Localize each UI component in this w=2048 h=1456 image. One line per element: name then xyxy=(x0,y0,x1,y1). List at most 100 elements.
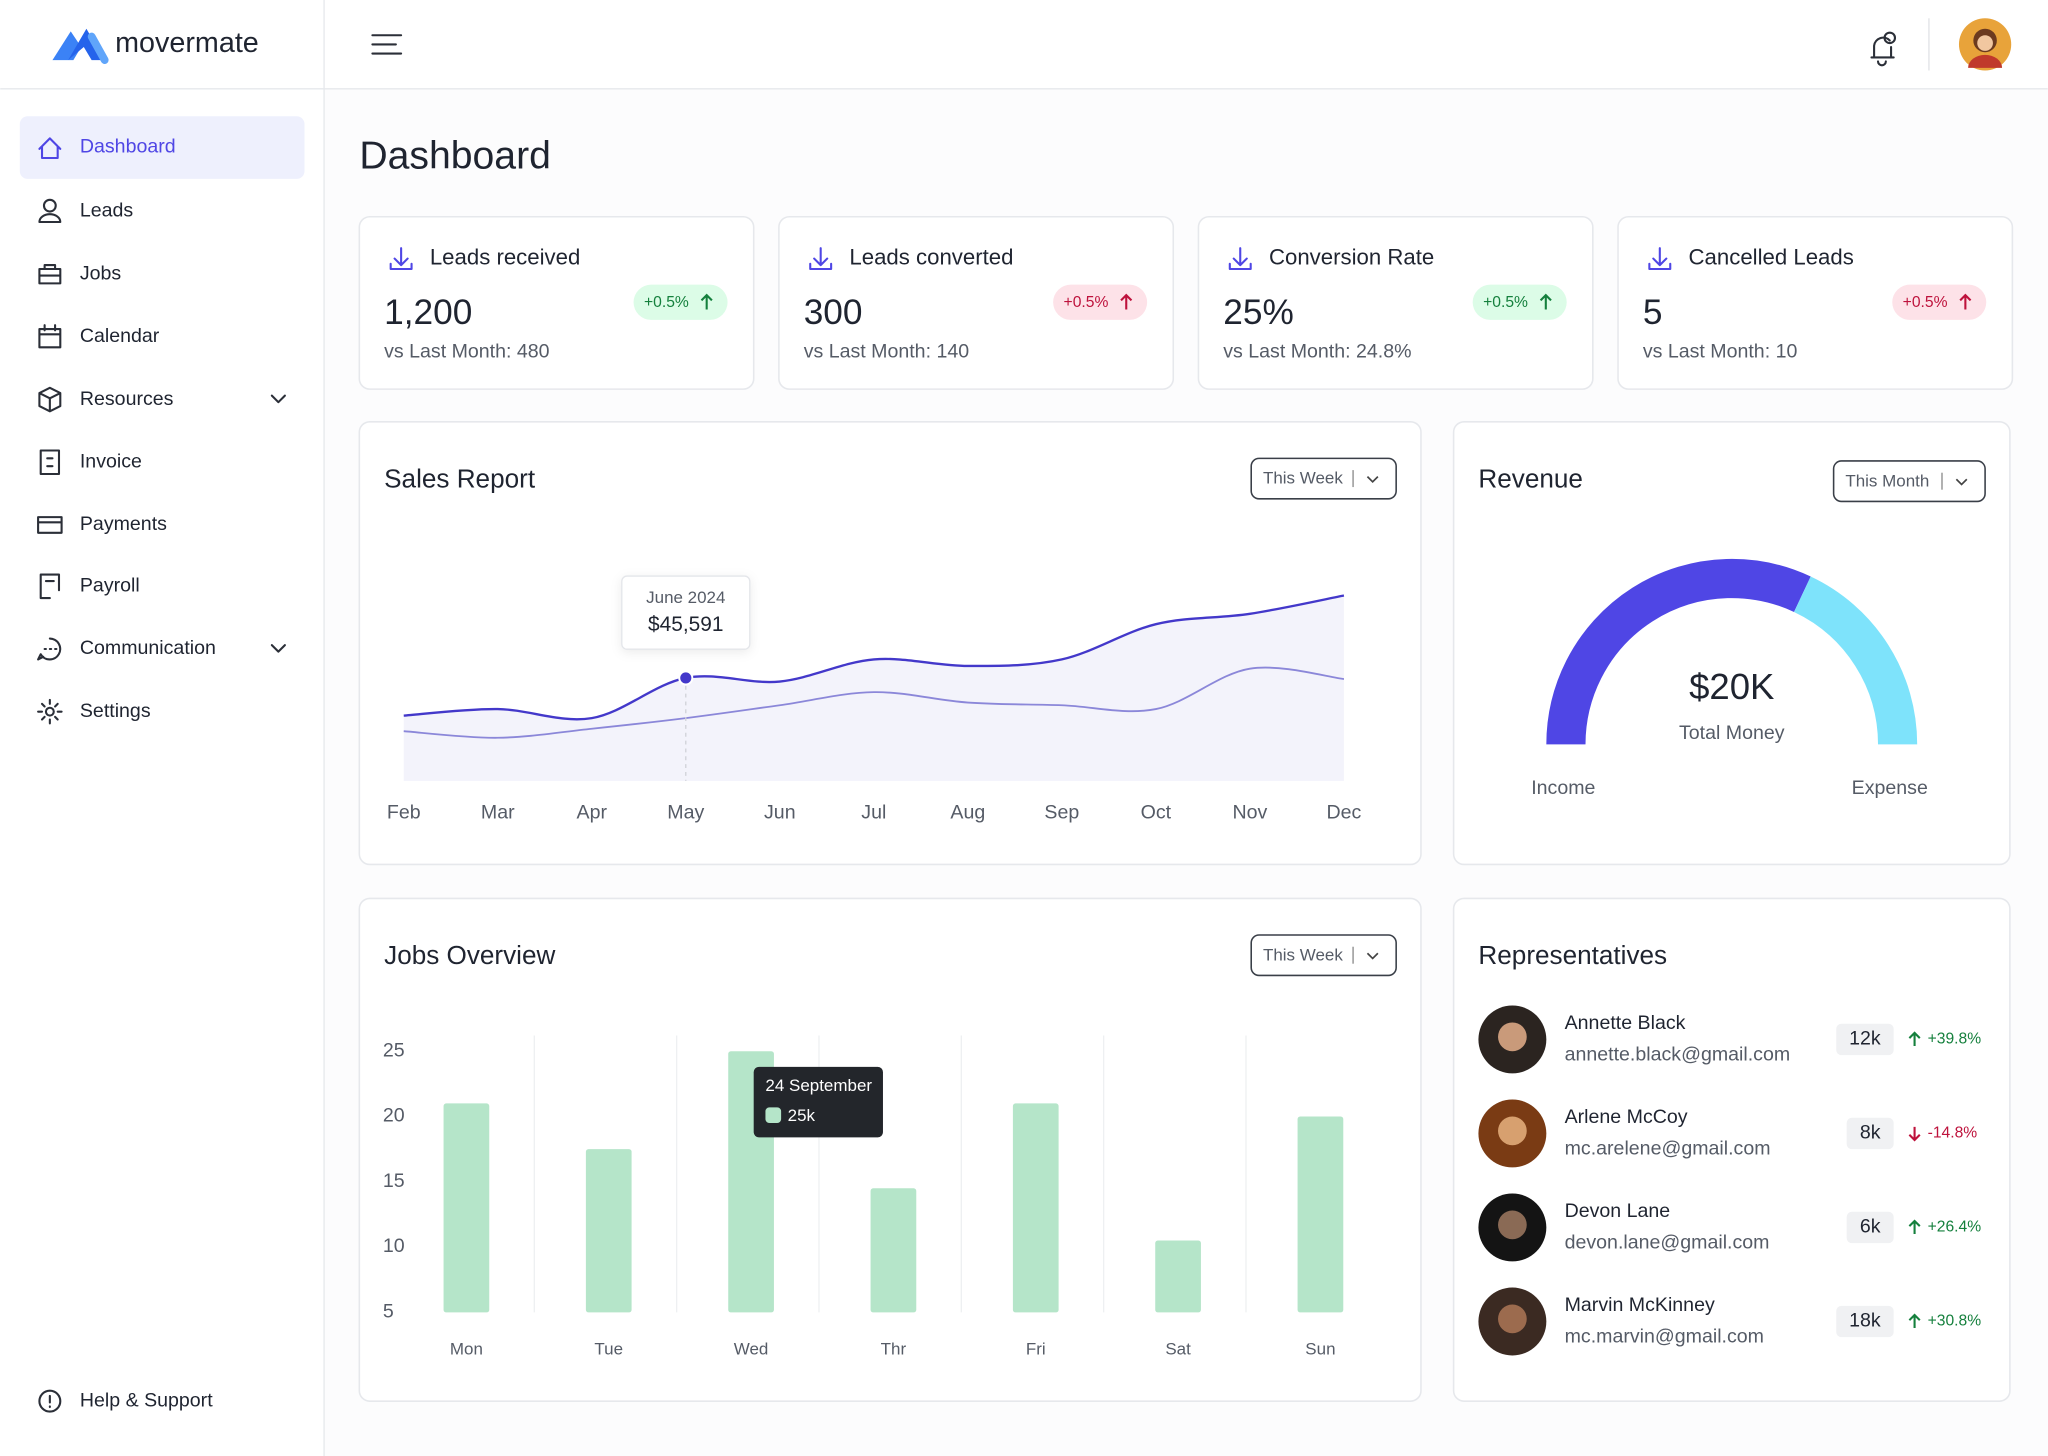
nav-label: Dashboard xyxy=(80,136,176,158)
card-icon xyxy=(809,247,833,271)
panel-title: Revenue xyxy=(1478,463,1583,493)
card-title: Cancelled Leads xyxy=(1689,244,1854,269)
change-value: +0.5% xyxy=(1064,294,1109,311)
x-tick-label: Sat xyxy=(1165,1340,1191,1359)
rep-change: +26.4% xyxy=(1928,1219,1982,1236)
representatives: Annette Black annette.black@gmail.com 12k +… xyxy=(1478,1005,1982,1356)
notifications[interactable] xyxy=(1870,31,1897,67)
nav-item[interactable]: Leads xyxy=(38,198,133,224)
nav-item[interactable]: Invoice xyxy=(39,449,142,476)
nav-item[interactable]: Settings xyxy=(37,698,151,725)
nav-item[interactable]: Payroll xyxy=(39,573,140,600)
line xyxy=(403,594,1345,721)
gauge-caption: Total Money xyxy=(1679,722,1785,744)
nav-item[interactable]: Dashboard xyxy=(38,136,176,160)
dropdown-box xyxy=(1250,457,1397,500)
charts: Sales Report This Week Feb Mar Apr May Jun Jul A… xyxy=(383,457,1986,1359)
help-label: Help & Support xyxy=(80,1389,213,1411)
rep-count-bg xyxy=(1846,1117,1894,1150)
x-tick-label: Jul xyxy=(861,802,886,824)
card-bg xyxy=(1197,215,1594,390)
bar xyxy=(443,1103,490,1313)
gauge-segment xyxy=(1793,576,1918,745)
logo[interactable]: movermate xyxy=(52,27,259,64)
rep-row[interactable]: Marvin McKinney mc.marvin@gmail.com 18k +30… xyxy=(1478,1287,1981,1356)
revenue-panel xyxy=(1452,420,2011,866)
rep-row[interactable]: Annette Black annette.black@gmail.com 12k +… xyxy=(1478,1005,1981,1074)
rep-count-bg xyxy=(1846,1211,1894,1244)
area xyxy=(403,595,1344,781)
dropdown-label: This Month xyxy=(1845,471,1929,490)
nav-icon xyxy=(38,386,62,413)
rep-change-arrow xyxy=(1908,1031,1921,1046)
x-tick-label: Apr xyxy=(577,802,608,824)
card-bg xyxy=(1617,215,2014,390)
legend-label: Expense xyxy=(1852,777,1928,799)
card-icon xyxy=(1228,247,1252,271)
period-dropdown[interactable]: This Week xyxy=(1250,934,1397,977)
stat-card: Conversion Rate 25% vs Last Month: 24.8% +0… xyxy=(1197,215,1594,390)
stat-card: Cancelled Leads 5 vs Last Month: 10 +0.5% xyxy=(1617,215,2014,390)
change-arrow xyxy=(1120,293,1133,310)
point xyxy=(678,670,694,686)
rep-name: Marvin McKinney xyxy=(1565,1294,1715,1316)
card-value: 5 xyxy=(1643,293,1663,332)
card-compare: vs Last Month: 140 xyxy=(804,341,970,363)
card-title: Leads converted xyxy=(849,244,1013,269)
nav-label: Communication xyxy=(80,637,216,659)
card-bg xyxy=(358,215,755,390)
period-dropdown[interactable]: This Week xyxy=(1250,457,1397,500)
card-title: Conversion Rate xyxy=(1269,244,1434,269)
rep-count-bg xyxy=(1836,1305,1894,1338)
y-tick-label: 10 xyxy=(383,1235,405,1257)
change-value: +0.5% xyxy=(644,294,689,311)
nav-item[interactable]: Calendar xyxy=(38,324,160,349)
bar xyxy=(1012,1103,1059,1313)
nav-label: Payments xyxy=(80,513,167,535)
x-tick-label: Aug xyxy=(950,802,985,824)
card-title: Leads received xyxy=(430,244,580,269)
period-dropdown[interactable]: This Month xyxy=(1832,460,1986,503)
nav-item[interactable]: Payments xyxy=(37,513,167,535)
y-tick-label: 25 xyxy=(383,1039,405,1061)
bar xyxy=(870,1188,917,1313)
nav-item[interactable]: Resources xyxy=(38,386,286,413)
rep-name: Annette Black xyxy=(1565,1012,1686,1034)
dropdown-label: This Week xyxy=(1263,469,1343,488)
rep-email: mc.arelene@gmail.com xyxy=(1565,1137,1771,1159)
x-tick-label: Wed xyxy=(734,1340,769,1359)
rep-avatar-face xyxy=(1498,1304,1527,1334)
nav-icon xyxy=(38,137,62,160)
nav-item[interactable]: Jobs xyxy=(38,262,122,285)
card-value: 300 xyxy=(804,293,863,332)
rep-count: 12k xyxy=(1849,1028,1881,1050)
rep-row[interactable]: Arlene McCoy mc.arelene@gmail.com 8k -14.8% xyxy=(1478,1099,1978,1168)
help-link[interactable]: Help & Support xyxy=(38,1389,213,1413)
rep-row[interactable]: Devon Lane devon.lane@gmail.com 6k +26.4% xyxy=(1478,1193,1982,1262)
nav-item[interactable]: Communication xyxy=(37,637,286,661)
tooltip-label: 24 September xyxy=(765,1076,872,1095)
card-bg xyxy=(778,215,1175,390)
rep-name: Devon Lane xyxy=(1565,1200,1671,1222)
dropdown-chevron xyxy=(1366,952,1379,960)
nav-icon xyxy=(38,198,62,224)
stat-card: Leads received 1,200 vs Last Month: 480 +0.… xyxy=(358,215,755,390)
nav-label: Settings xyxy=(80,700,151,722)
dropdown-label: This Week xyxy=(1263,945,1343,964)
nav-chevron xyxy=(270,644,286,653)
user-avatar[interactable] xyxy=(1958,18,2012,71)
rep-change: -14.8% xyxy=(1928,1125,1978,1142)
change-badge xyxy=(1892,284,1987,320)
nav-icon xyxy=(38,264,62,285)
tooltip-box xyxy=(621,575,751,650)
x-tick-label: Tue xyxy=(594,1340,623,1359)
card-icon xyxy=(389,247,413,271)
x-tick-label: Jun xyxy=(764,802,796,824)
nav-icon xyxy=(39,449,61,476)
menu-button[interactable] xyxy=(371,34,403,55)
nav-chevron xyxy=(270,394,286,404)
nav-icon xyxy=(38,324,62,349)
panel-title: Jobs Overview xyxy=(384,940,555,970)
nav-label: Jobs xyxy=(80,262,122,284)
